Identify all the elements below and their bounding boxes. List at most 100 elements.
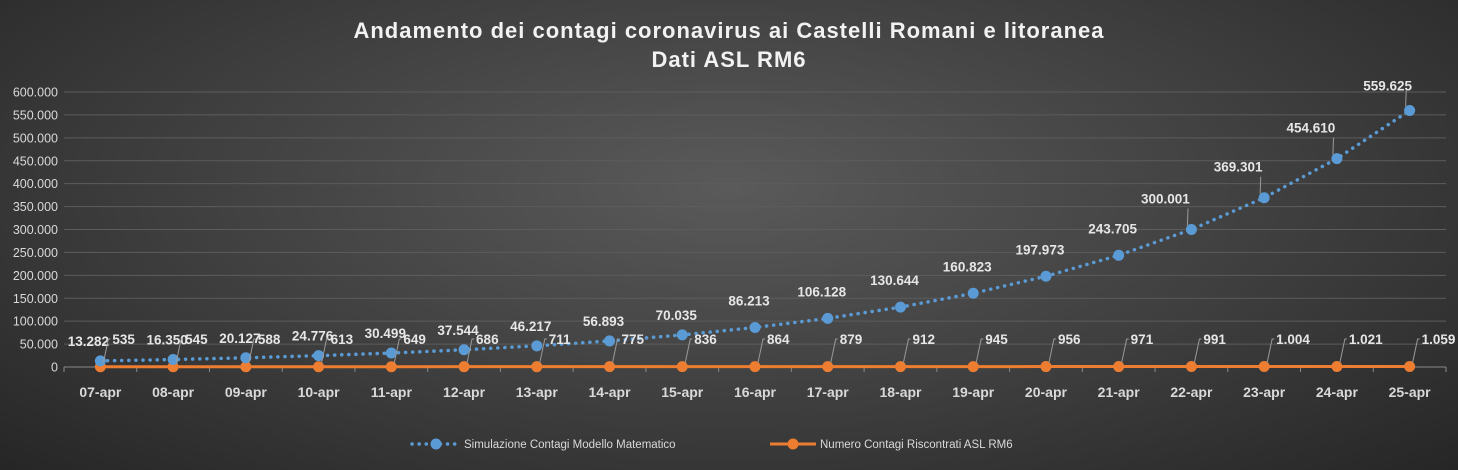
y-tick-label: 50.000 [20,338,58,352]
leader-line [1412,338,1420,363]
y-tick-label: 150.000 [13,292,58,306]
x-tick-label: 23-apr [1243,384,1286,400]
x-tick-label: 09-apr [225,384,268,400]
y-tick-label: 100.000 [13,315,58,329]
data-label-simulated: 300.001 [1141,191,1190,206]
data-point-observed [894,361,906,373]
x-tick-label: 07-apr [79,384,122,400]
x-tick-label: 10-apr [298,384,341,400]
data-label-observed: 649 [403,332,426,347]
x-tick-label: 12-apr [443,384,486,400]
data-label-observed: 775 [622,332,645,347]
data-point-simulated [1113,249,1125,261]
y-tick-label: 450.000 [13,154,58,168]
data-point-observed [1185,361,1197,373]
data-label-simulated: 559.625 [1363,79,1412,94]
x-tick-label: 24-apr [1316,384,1359,400]
data-label-simulated: 243.705 [1088,221,1137,236]
leader-line [1405,89,1407,107]
x-tick-label: 17-apr [807,384,850,400]
data-point-simulated [1404,105,1416,117]
data-label-simulated: 160.823 [943,259,992,274]
data-point-simulated [604,335,616,347]
data-label-simulated: 46.217 [510,319,551,334]
data-point-simulated [822,312,834,324]
y-tick-label: 550.000 [13,108,58,122]
x-tick-label: 15-apr [661,384,704,400]
data-label-observed: 864 [767,332,790,347]
y-tick-label: 600.000 [13,86,58,100]
data-point-simulated [1331,153,1343,165]
data-label-simulated: 56.893 [583,314,625,329]
data-labels: 13.282 16.350 20.127 24.776 30.499 37.544 46.2… [68,79,1456,363]
data-label-observed: 711 [549,332,571,347]
data-label-observed: 1.021 [1349,332,1383,347]
data-point-observed [676,361,688,373]
y-tick-label: 500.000 [13,131,58,145]
data-point-simulated [967,287,979,299]
data-label-observed: 1.059 [1422,332,1456,347]
leader-line [902,338,911,363]
leader-line [393,338,402,363]
data-label-observed: 912 [912,332,935,347]
data-label-simulated: 454.610 [1286,121,1335,136]
leader-line [1193,338,1202,363]
data-label-observed: 945 [985,332,1008,347]
data-point-observed [1331,361,1343,373]
leader-line [1186,208,1189,226]
leader-line [1339,338,1347,363]
leader-line [1332,137,1334,155]
x-tick-label: 14-apr [589,384,632,400]
data-point-observed [458,361,470,373]
data-point-simulated [1185,223,1197,235]
data-point-simulated [94,355,106,367]
data-label-observed: 836 [694,332,717,347]
data-label-observed: 613 [331,332,354,347]
x-tick-label: 08-apr [152,384,195,400]
legend-marker-simulated [430,438,442,450]
data-point-simulated [1258,192,1270,204]
data-label-simulated: 70.035 [656,308,698,323]
leader-line [1048,338,1056,363]
legend: Simulazione Contagi Modello Matematico Nu… [410,438,1013,451]
data-point-observed [822,361,834,373]
data-point-observed [749,361,761,373]
data-label-simulated: 369.301 [1214,160,1263,175]
x-tick-label: 18-apr [879,384,922,400]
y-axis: 0 50.000 100.000 150.000 200.000 250.000 300.0… [13,86,58,375]
data-point-observed [1258,361,1270,373]
data-point-simulated [1040,270,1052,282]
data-label-observed: 1.004 [1276,332,1310,347]
leader-line [248,338,256,363]
leader-line [975,338,984,363]
data-label-simulated: 197.973 [1016,242,1065,257]
leader-line [684,338,693,363]
x-tick-label: 21-apr [1098,384,1141,400]
leader-line [1266,338,1275,363]
chart-subtitle: Dati ASL RM6 [651,47,806,72]
leader-line [1259,176,1262,194]
data-point-simulated [894,301,906,313]
legend-label-simulated: Simulazione Contagi Modello Matematico [464,439,676,451]
data-point-simulated [313,350,325,362]
data-label-simulated: 30.499 [365,326,406,341]
x-tick-label: 20-apr [1025,384,1068,400]
data-label-simulated: 16.350 [146,333,187,348]
data-label-observed: 879 [840,332,863,347]
data-label-simulated: 37.544 [437,323,479,338]
x-tick-label: 25-apr [1389,384,1432,400]
leader-line [1121,338,1129,363]
y-tick-label: 250.000 [13,246,58,260]
y-tick-label: 0 [51,361,58,375]
data-label-observed: 971 [1131,332,1154,347]
data-label-simulated: 106.128 [797,284,846,299]
data-label-simulated: 20.127 [219,331,260,346]
data-point-observed [531,361,543,373]
data-point-observed [604,361,616,373]
x-tick-label: 16-apr [734,384,777,400]
leader-line [321,338,329,363]
data-point-observed [1040,361,1052,373]
x-tick-label: 22-apr [1170,384,1213,400]
